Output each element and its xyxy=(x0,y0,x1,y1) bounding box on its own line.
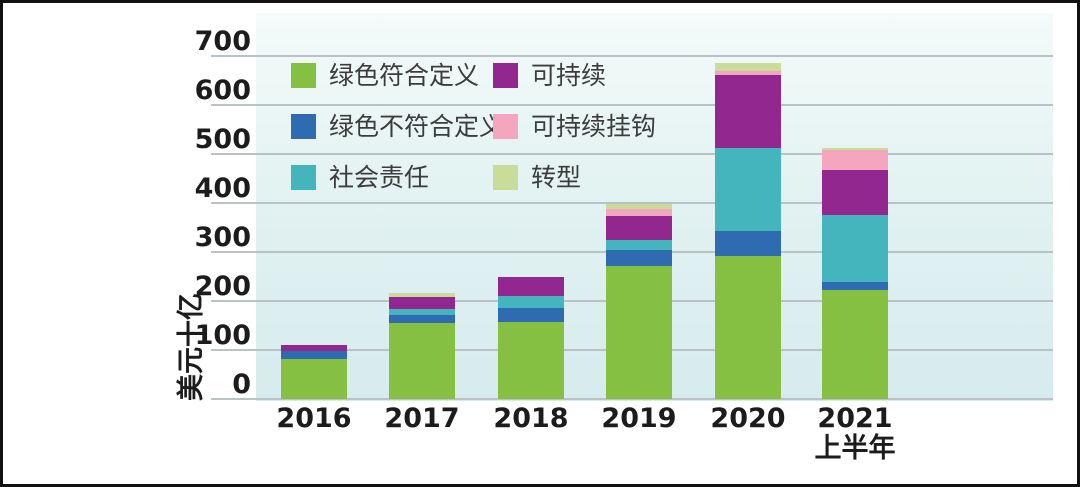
bar-segment-社会责任-2018 xyxy=(498,296,564,309)
bar-segment-绿色不符合定义-2020 xyxy=(715,231,781,257)
x-tick-label-2016: 2016 xyxy=(276,403,352,434)
bar-segment-绿色符合定义-2018 xyxy=(498,321,564,399)
gridline-0 xyxy=(211,398,1053,400)
bar-segment-绿色符合定义-2017 xyxy=(389,323,455,399)
bar-segment-绿色符合定义-2019 xyxy=(606,265,672,399)
legend-item-可持续: 可持续 xyxy=(493,61,723,90)
bar-segment-绿色符合定义-2021 xyxy=(822,290,888,399)
bar-segment-绿色不符合定义-2019 xyxy=(606,249,672,266)
bar-segment-绿色不符合定义-2016 xyxy=(281,351,347,359)
gridline-700 xyxy=(211,55,1053,57)
bar-segment-可持续挂钩-2021 xyxy=(822,150,888,171)
legend-label-转型: 转型 xyxy=(531,163,582,192)
y-tick-label-0: 0 xyxy=(232,369,251,400)
y-tick-label-700: 700 xyxy=(194,26,251,57)
legend-swatch-转型 xyxy=(493,165,518,190)
legend-label-社会责任: 社会责任 xyxy=(329,163,430,192)
bar-segment-可持续-2016 xyxy=(281,344,347,352)
x-tick-sublabel-2021: 上半年 xyxy=(814,433,896,464)
bar-segment-可持续-2019 xyxy=(606,216,672,240)
y-tick-label-300: 300 xyxy=(194,222,251,253)
bar-segment-可持续挂钩-2020 xyxy=(715,71,781,75)
legend-label-绿色不符合定义: 绿色不符合定义 xyxy=(329,112,505,141)
bar-segment-转型-2017 xyxy=(389,293,455,298)
legend-swatch-绿色不符合定义 xyxy=(291,114,316,139)
y-tick-label-100: 100 xyxy=(194,320,251,351)
legend-item-可持续挂钩: 可持续挂钩 xyxy=(493,112,723,141)
bar-segment-可持续-2021 xyxy=(822,170,888,216)
bar-segment-可持续-2017 xyxy=(389,297,455,310)
y-tick-label-500: 500 xyxy=(194,124,251,155)
bar-segment-社会责任-2017 xyxy=(389,309,455,316)
gridline-600 xyxy=(211,104,1053,106)
bar-segment-绿色不符合定义-2021 xyxy=(822,281,888,291)
legend-swatch-社会责任 xyxy=(291,165,316,190)
bar-segment-绿色不符合定义-2018 xyxy=(498,308,564,322)
legend-label-可持续: 可持续 xyxy=(531,61,607,90)
legend-item-绿色不符合定义: 绿色不符合定义 xyxy=(291,112,521,141)
bar-segment-转型-2020 xyxy=(715,62,781,72)
x-tick-label-2018: 2018 xyxy=(493,403,569,434)
x-tick-label-2017: 2017 xyxy=(384,403,460,434)
y-axis-title: 美元十亿 xyxy=(176,293,207,401)
y-tick-label-200: 200 xyxy=(194,271,251,302)
bar-segment-绿色符合定义-2020 xyxy=(715,256,781,399)
gridline-400 xyxy=(211,202,1053,204)
bar-segment-社会责任-2020 xyxy=(715,148,781,232)
bar-segment-绿色不符合定义-2017 xyxy=(389,315,455,324)
legend-label-可持续挂钩: 可持续挂钩 xyxy=(531,112,657,141)
legend-label-绿色符合定义: 绿色符合定义 xyxy=(329,61,480,90)
x-tick-label-2021: 2021 xyxy=(817,403,893,434)
bar-segment-转型-2019 xyxy=(606,204,672,210)
legend-swatch-可持续挂钩 xyxy=(493,114,518,139)
x-tick-label-2019: 2019 xyxy=(601,403,677,434)
bar-segment-社会责任-2019 xyxy=(606,239,672,250)
bar-segment-可持续-2018 xyxy=(498,276,564,297)
legend-swatch-可持续 xyxy=(493,63,518,88)
bar-segment-绿色符合定义-2016 xyxy=(281,358,347,399)
gridline-500 xyxy=(211,153,1053,155)
bar-segment-可持续挂钩-2019 xyxy=(606,209,672,217)
legend-item-转型: 转型 xyxy=(493,163,723,192)
bar-segment-社会责任-2021 xyxy=(822,215,888,282)
bar-segment-转型-2021 xyxy=(822,147,888,151)
x-tick-label-2020: 2020 xyxy=(710,403,786,434)
legend-item-绿色符合定义: 绿色符合定义 xyxy=(291,61,521,90)
y-tick-label-400: 400 xyxy=(194,173,251,204)
bar-segment-可持续-2020 xyxy=(715,74,781,149)
legend-item-社会责任: 社会责任 xyxy=(291,163,521,192)
y-tick-label-600: 600 xyxy=(194,75,251,106)
legend-swatch-绿色符合定义 xyxy=(291,63,316,88)
